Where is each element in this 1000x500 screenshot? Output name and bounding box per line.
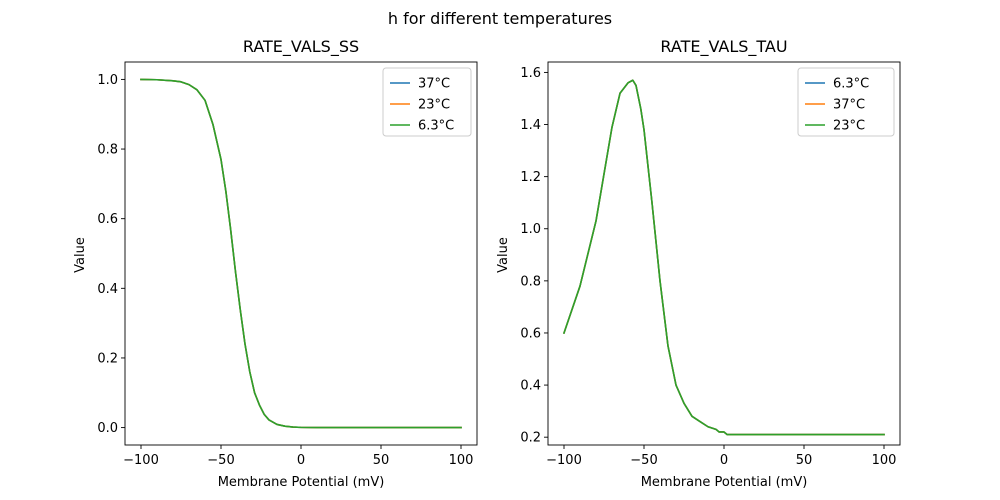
x-tick-label: 0 <box>297 453 305 468</box>
y-tick-label: 0.2 <box>520 431 541 446</box>
y-axis-label: Value <box>73 237 88 273</box>
y-tick-label: 0.2 <box>97 351 118 366</box>
y-axis-label: Value <box>496 237 511 273</box>
x-axis-label: Membrane Potential (mV) <box>641 475 808 490</box>
subplot-rate-vals-ss: RATE_VALS_SS Membrane Potential (mV) Val… <box>73 37 478 490</box>
x-tick-label: 100 <box>449 453 474 468</box>
y-tick-label: 0.8 <box>97 143 118 158</box>
subplot-rate-vals-tau: RATE_VALS_TAU Membrane Potential (mV) Va… <box>496 37 901 490</box>
y-tick-label: 1.0 <box>97 73 118 88</box>
x-tick-label: 50 <box>796 453 813 468</box>
x-axis-label: Membrane Potential (mV) <box>218 475 385 490</box>
legend-box <box>797 67 895 137</box>
y-tick-label: 0.4 <box>520 379 541 394</box>
y-tick-label: 1.4 <box>520 118 541 133</box>
legend-label: 6.3°C <box>833 77 869 92</box>
y-tick-label: 1.0 <box>520 222 541 237</box>
subplot-title: RATE_VALS_SS <box>243 37 359 57</box>
y-tick-label: 0.0 <box>97 421 118 436</box>
legend-label: 23°C <box>418 98 450 113</box>
x-tick-label: 0 <box>720 453 728 468</box>
series-line-2 <box>562 79 885 436</box>
x-tick-label: 100 <box>872 453 897 468</box>
series-line-2 <box>140 78 462 429</box>
x-tick-label: −50 <box>207 453 234 468</box>
y-tick-label: 0.4 <box>97 282 118 297</box>
y-tick-label: 1.2 <box>520 170 541 185</box>
y-tick-label: 0.8 <box>520 274 541 289</box>
legend-label: 23°C <box>833 119 865 134</box>
x-tick-label: −50 <box>630 453 657 468</box>
x-tick-label: −100 <box>123 453 159 468</box>
subplot-title: RATE_VALS_TAU <box>660 37 787 57</box>
x-tick-label: −100 <box>546 453 582 468</box>
legend-box <box>382 67 472 137</box>
figure-suptitle: h for different temperatures <box>388 9 612 28</box>
y-tick-label: 0.6 <box>97 212 118 227</box>
legend-label: 37°C <box>833 98 865 113</box>
x-tick-label: 50 <box>373 453 390 468</box>
y-tick-label: 1.6 <box>520 66 541 81</box>
y-tick-label: 0.6 <box>520 326 541 341</box>
legend-label: 37°C <box>418 77 450 92</box>
legend-label: 6.3°C <box>418 119 454 134</box>
